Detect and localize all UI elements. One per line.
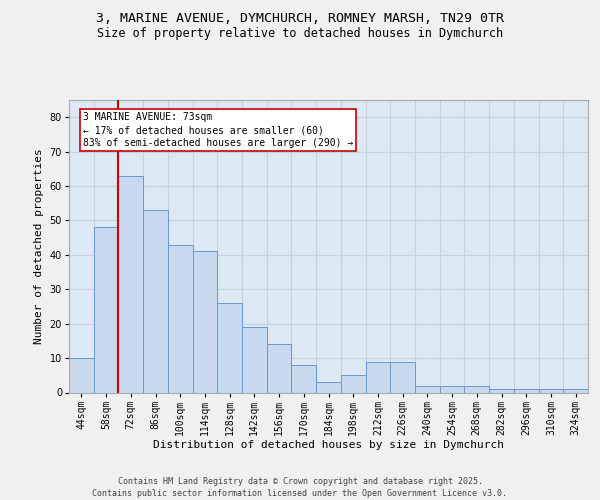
Bar — [390, 362, 415, 392]
Bar — [539, 389, 563, 392]
Bar — [242, 327, 267, 392]
Bar — [94, 228, 118, 392]
Bar — [365, 362, 390, 392]
Bar — [118, 176, 143, 392]
Bar — [143, 210, 168, 392]
Bar — [217, 303, 242, 392]
Text: 3, MARINE AVENUE, DYMCHURCH, ROMNEY MARSH, TN29 0TR: 3, MARINE AVENUE, DYMCHURCH, ROMNEY MARS… — [96, 12, 504, 26]
Bar — [69, 358, 94, 392]
Bar — [316, 382, 341, 392]
Y-axis label: Number of detached properties: Number of detached properties — [34, 148, 44, 344]
Bar — [464, 386, 489, 392]
Bar — [563, 389, 588, 392]
Bar — [415, 386, 440, 392]
Bar — [341, 376, 365, 392]
Text: Size of property relative to detached houses in Dymchurch: Size of property relative to detached ho… — [97, 28, 503, 40]
Text: 3 MARINE AVENUE: 73sqm
← 17% of detached houses are smaller (60)
83% of semi-det: 3 MARINE AVENUE: 73sqm ← 17% of detached… — [83, 112, 353, 148]
Bar — [168, 244, 193, 392]
Bar — [292, 365, 316, 392]
Bar — [514, 389, 539, 392]
Text: Contains HM Land Registry data © Crown copyright and database right 2025.
Contai: Contains HM Land Registry data © Crown c… — [92, 476, 508, 498]
Bar — [489, 389, 514, 392]
Bar — [440, 386, 464, 392]
Bar — [193, 252, 217, 392]
Bar — [267, 344, 292, 393]
X-axis label: Distribution of detached houses by size in Dymchurch: Distribution of detached houses by size … — [153, 440, 504, 450]
